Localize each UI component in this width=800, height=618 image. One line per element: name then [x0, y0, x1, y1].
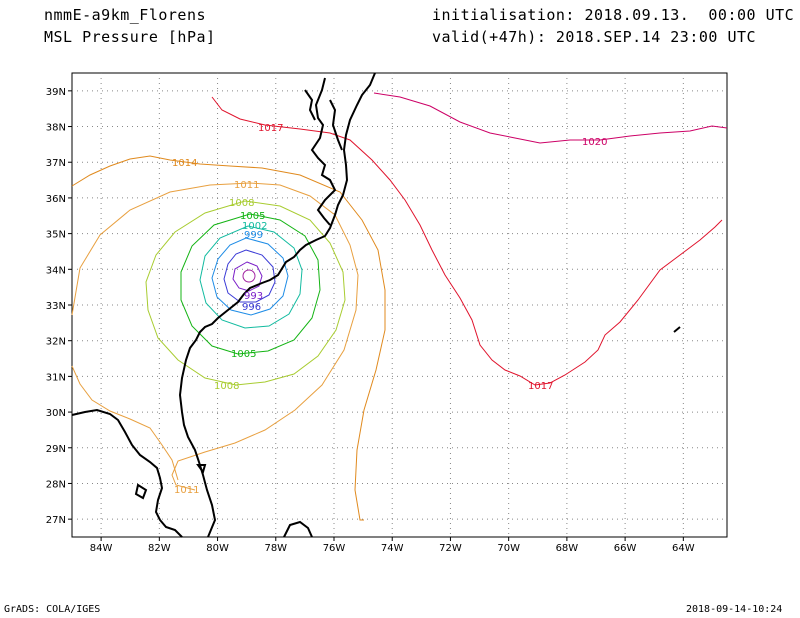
label-1008-south: 1008 — [214, 381, 239, 392]
cyclone-centre — [242, 269, 256, 283]
contour-996 — [223, 249, 276, 303]
lon-label: 68W — [556, 543, 579, 554]
contour-1008 — [145, 200, 346, 386]
lat-label: 27N — [46, 515, 66, 526]
tick-labels: 39N 38N 37N 36N 35N 34N 33N 32N 31N 30N 29N 28N 27N 8… — [46, 87, 695, 554]
contour-1014 — [71, 155, 386, 521]
label-1014: 1014 — [172, 158, 197, 169]
contour-1017-north — [211, 96, 723, 386]
lat-label: 28N — [46, 479, 66, 490]
lat-label: 31N — [46, 372, 66, 383]
lat-label: 35N — [46, 230, 66, 241]
contour-1011-south — [71, 365, 179, 481]
lat-label: 32N — [46, 337, 66, 348]
lon-label: 84W — [90, 543, 113, 554]
lon-label: 70W — [497, 543, 520, 554]
model-name: nmmE-a9km_Florens — [44, 6, 207, 24]
lat-label: 36N — [46, 194, 66, 205]
lat-label: 30N — [46, 408, 66, 419]
label-1008-north: 1008 — [229, 198, 254, 209]
field-name: MSL Pressure [hPa] — [44, 28, 216, 46]
label-993: 993 — [244, 291, 263, 302]
contour-1011 — [71, 182, 359, 491]
pressure-contours — [71, 92, 728, 521]
graticule — [72, 73, 727, 537]
lat-label: 33N — [46, 301, 66, 312]
contour-labels: 1020 1017 1017 1014 1011 1011 1008 1008 … — [172, 123, 607, 496]
label-1020: 1020 — [582, 137, 607, 148]
contour-993 — [232, 261, 263, 292]
contour-1020 — [373, 92, 728, 144]
lon-label: 74W — [381, 543, 404, 554]
label-996: 996 — [242, 302, 261, 313]
lat-label: 29N — [46, 444, 66, 455]
contour-1005 — [180, 213, 321, 355]
init-time: initialisation: 2018.09.13. 00:00 UTC — [432, 6, 795, 24]
footer-credit: GrADS: COLA/IGES — [4, 604, 101, 615]
label-999: 999 — [244, 230, 263, 241]
valid-time: valid(+47h): 2018.SEP.14 23:00 UTC — [432, 28, 757, 46]
lon-label: 78W — [264, 543, 287, 554]
contour-999 — [211, 237, 289, 316]
lat-label: 37N — [46, 158, 66, 169]
lon-label: 66W — [614, 543, 637, 554]
contour-1002 — [199, 225, 303, 329]
lon-label: 82W — [148, 543, 171, 554]
lat-label: 34N — [46, 265, 66, 276]
lon-label: 80W — [206, 543, 229, 554]
footer-timestamp: 2018-09-14-10:24 — [686, 604, 783, 615]
label-1011-south: 1011 — [174, 485, 199, 496]
lon-label: 64W — [672, 543, 695, 554]
lon-label: 76W — [323, 543, 346, 554]
lon-label: 72W — [439, 543, 462, 554]
coastline — [71, 72, 681, 538]
lat-label: 38N — [46, 123, 66, 134]
label-1005-north: 1005 — [240, 211, 265, 222]
map-frame — [71, 72, 728, 538]
label-1002: 1002 — [242, 221, 267, 232]
label-1017-east: 1017 — [528, 381, 553, 392]
lat-label: 39N — [46, 87, 66, 98]
label-1011-north: 1011 — [234, 180, 259, 191]
label-1017-north: 1017 — [258, 123, 283, 134]
label-1005-south: 1005 — [231, 349, 256, 360]
